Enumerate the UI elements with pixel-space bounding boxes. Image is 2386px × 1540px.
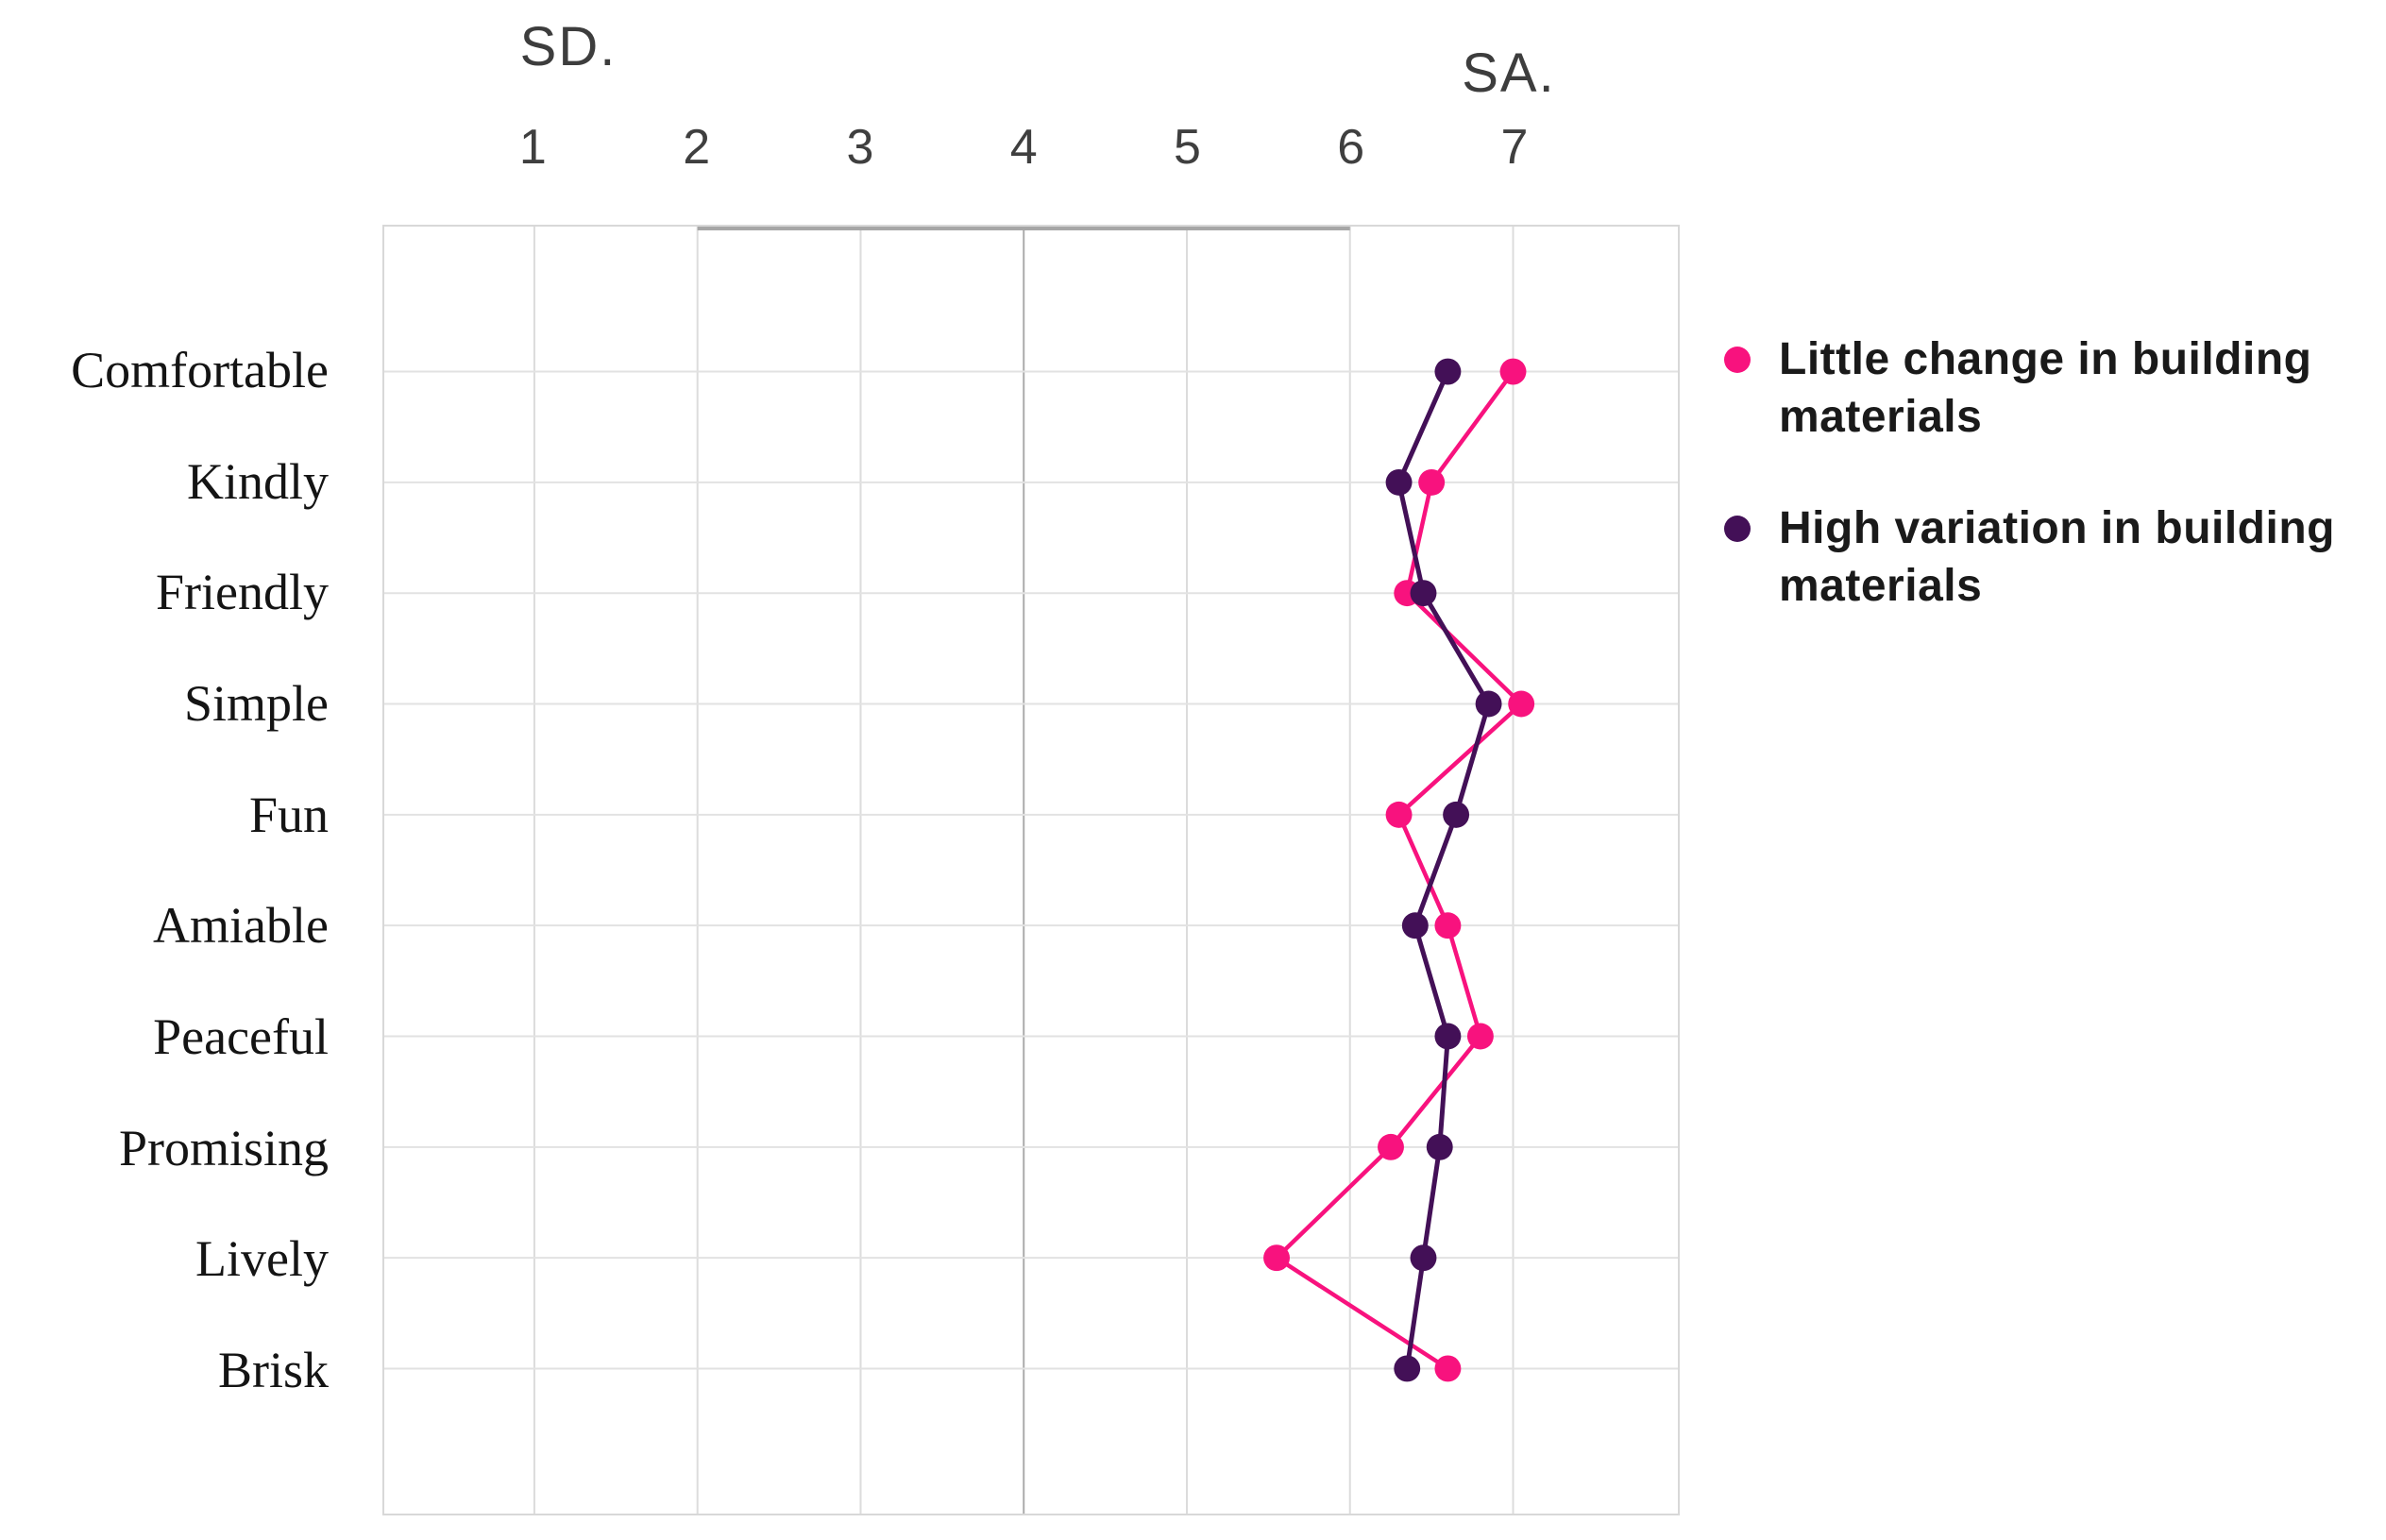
category-label-simple: Simple [183,675,329,732]
data-point-high-variation-fun [1443,801,1470,828]
category-label-lively: Lively [195,1230,329,1288]
category-label-amiable: Amiable [153,897,329,955]
category-label-kindly: Kindly [186,452,329,510]
data-point-little-change-simple [1508,690,1535,718]
x-tick-label-1: 1 [518,120,547,175]
category-label-brisk: Brisk [217,1342,329,1399]
data-point-high-variation-simple [1475,690,1502,718]
data-point-high-variation-comfortable [1434,358,1462,385]
data-point-little-change-lively [1263,1244,1290,1272]
data-point-little-change-brisk [1434,1355,1462,1382]
data-point-little-change-peaceful [1466,1023,1494,1050]
data-point-high-variation-brisk [1394,1355,1421,1382]
data-point-high-variation-peaceful [1434,1023,1462,1050]
x-tick-label-7: 7 [1500,120,1529,175]
legend-item-high-variation: High variation in building materials [1724,499,2385,616]
category-label-comfortable: Comfortable [71,342,329,398]
data-point-little-change-promising [1378,1133,1404,1160]
axis-anchor-strongly-disagree: SD. [519,16,618,77]
axis-anchor-strongly-agree: SA. [1462,42,1556,104]
x-tick-label-5: 5 [1174,120,1201,175]
x-tick-label-2: 2 [683,120,711,175]
x-tick-label-4: 4 [1009,120,1038,175]
legend-label: High variation in building materials [1779,502,2335,612]
data-point-high-variation-amiable [1401,912,1429,939]
legend: Little change in building materials High … [1724,330,2385,668]
category-label-peaceful: Peaceful [153,1008,329,1066]
x-tick-label-6: 6 [1337,120,1365,175]
category-label-promising: Promising [118,1119,329,1176]
data-point-high-variation-lively [1410,1244,1437,1272]
category-label-friendly: Friendly [156,564,329,621]
category-label-fun: Fun [248,786,329,843]
data-point-high-variation-promising [1426,1133,1453,1160]
legend-item-little-change: Little change in building materials [1724,330,2385,447]
legend-dot-icon-high-variation [1724,515,1751,542]
x-tick-label-3: 3 [846,120,874,175]
data-point-little-change-amiable [1434,912,1462,939]
series-line-little-change [1273,370,1525,1371]
legend-dot-icon-little-change [1724,347,1751,373]
series-line-high-variation [1396,370,1492,1369]
plot-area-svg [384,227,1678,1514]
data-point-little-change-kindly [1418,468,1446,496]
data-point-little-change-fun [1385,801,1413,828]
data-point-little-change-comfortable [1499,358,1527,385]
plot-area [382,225,1680,1515]
legend-label: Little change in building materials [1779,334,2312,443]
data-point-high-variation-kindly [1385,468,1413,496]
data-point-high-variation-friendly [1410,580,1437,607]
